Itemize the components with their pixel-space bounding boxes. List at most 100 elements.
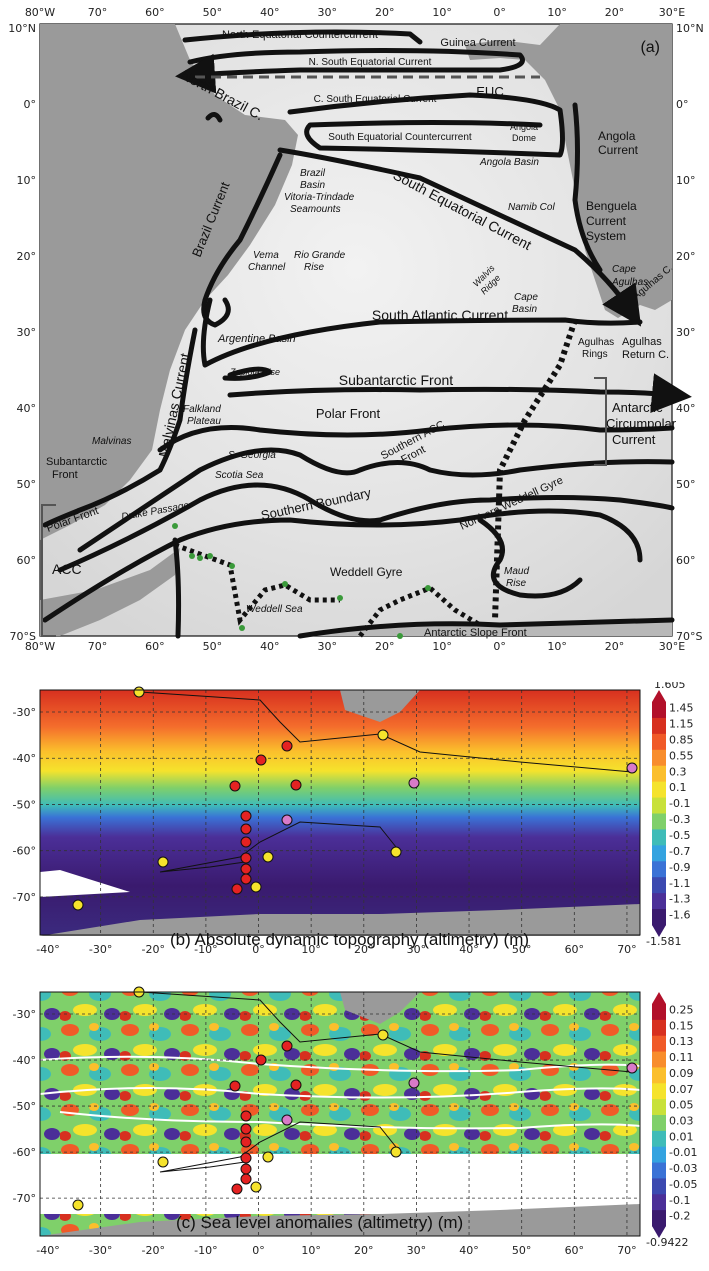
colorbar-swatch: [652, 813, 666, 830]
svg-text:Maud: Maud: [504, 566, 529, 577]
south-america-landmass: [40, 24, 298, 540]
lon-tick-bottom: 60°: [145, 640, 165, 653]
svg-text:Current: Current: [586, 214, 627, 228]
colorbar-swatch: [652, 877, 666, 894]
africa-tip-b: [340, 690, 420, 722]
label-scotia-sea: Scotia Sea: [215, 470, 264, 481]
colorbar-swatch: [652, 717, 666, 735]
label-cape-agulhas: Cape Agulhas: [611, 264, 648, 288]
lat-tick-left: 50°: [17, 478, 37, 491]
caption-c: (c) Sea level anomalies (altimetry) (m): [176, 1213, 463, 1232]
label-rio-grande-rise: Rio Grande Rise: [294, 250, 346, 273]
lat-tick-right: 10°: [676, 174, 696, 187]
lat-tick: -40°: [13, 752, 36, 765]
adt-field: [40, 690, 640, 935]
svg-text:Brazil: Brazil: [300, 168, 326, 179]
lon-tick-top: 70°: [88, 6, 108, 19]
colorbar-bottom-arrow: [652, 925, 666, 937]
lat-ticks-left: 10°N 0° 10° 20° 30° 40° 50° 60° 70°S: [8, 22, 36, 643]
label-benguela-current-system: Benguela Current System: [586, 199, 637, 243]
lon-tick-bottom: 80°W: [25, 640, 55, 653]
colorbar-swatch: [652, 1178, 666, 1195]
svg-text:Channel: Channel: [248, 262, 286, 273]
lon-tick: 20°: [354, 943, 374, 956]
lon-tick: 50°: [512, 943, 532, 956]
lat-tick-right: 10°N: [676, 22, 704, 35]
colorbar-label: -0.05: [669, 1178, 697, 1191]
lat-tick-left: 30°: [17, 326, 37, 339]
lon-tick: -10°: [194, 943, 217, 956]
lon-tick: 30°: [407, 1244, 427, 1257]
colorbar-min: -1.581: [646, 935, 681, 948]
lon-tick: 30°: [407, 943, 427, 956]
lon-tick: 70°: [617, 1244, 637, 1257]
lon-tick-top: 60°: [145, 6, 165, 19]
label-agulhas-return-c: Agulhas Return C.: [622, 336, 669, 361]
lon-tick: 40°: [459, 1244, 479, 1257]
lon-tick: 70°: [617, 943, 637, 956]
svg-text:Agulhas: Agulhas: [611, 277, 648, 288]
lon-tick-bottom: 0°: [493, 640, 506, 653]
ice-white-b: [40, 870, 130, 897]
lat-tick: -30°: [13, 706, 36, 719]
colorbar-label: 0.09: [669, 1067, 694, 1080]
lon-tick: 10°: [301, 1244, 321, 1257]
lon-tick: 10°: [301, 943, 321, 956]
label-angola-dome: Angola Dome: [510, 122, 538, 143]
float-tracks-c: [139, 991, 633, 1173]
colorbar-swatch: [652, 797, 666, 814]
colorbar-swatch: [652, 1083, 666, 1100]
lon-tick-top: 0°: [493, 6, 506, 19]
svg-text:Basin: Basin: [300, 180, 325, 191]
svg-text:Agulhas: Agulhas: [578, 337, 614, 348]
colorbar-top-arrow: [652, 992, 666, 1004]
svg-text:Angola: Angola: [510, 122, 538, 132]
label-angola-basin: Angola Basin: [479, 157, 539, 168]
colorbar-swatch: [652, 909, 666, 926]
svg-text:Falkland: Falkland: [183, 404, 221, 415]
svg-text:Cape: Cape: [612, 264, 636, 275]
colorbar-label: 1.45: [669, 702, 694, 715]
label-guinea-current: Guinea Current: [440, 37, 515, 49]
svg-text:Rings: Rings: [582, 349, 608, 360]
lon-ticks-c: -40° -30° -20° -10° 0° 10° 20° 30° 40° 50° 60° 70°: [36, 1244, 636, 1257]
lon-tick: 60°: [565, 1244, 585, 1257]
lat-tick-left: 0°: [24, 98, 37, 111]
lat-tick-left: 10°: [17, 174, 37, 187]
label-angola-current-1: Angola: [598, 129, 636, 143]
label-zapiola-rise: Zapiola Rise: [229, 367, 280, 377]
label-acc-bracket: ACC: [52, 561, 82, 577]
label-north-equatorial-countercurrent: North Equatorial Countercurrent: [222, 29, 378, 41]
svg-text:Circumpolar: Circumpolar: [606, 416, 677, 431]
svg-text:Subantarctic: Subantarctic: [46, 456, 108, 468]
label-falkland-plateau: Falkland Plateau: [183, 404, 221, 427]
lat-tick: -40°: [13, 1054, 36, 1067]
lon-tick-bottom: 40°: [260, 640, 280, 653]
svg-text:Front: Front: [52, 469, 78, 481]
lat-tick: -50°: [13, 1100, 36, 1113]
colorbar-label: -0.9: [669, 861, 690, 874]
africa-landmass: [465, 24, 672, 318]
label-agulhas-rings: Agulhas Rings: [578, 337, 614, 360]
colorbar-label: 1.15: [669, 717, 694, 730]
lon-tick-top: 20°: [375, 6, 395, 19]
lon-ticks-b: -40° -30° -20° -10° 0° 10° 20° 30° 40° 50° 60° 70°: [36, 943, 636, 956]
colorbar-label: -0.1: [669, 1194, 690, 1207]
lon-tick: -20°: [142, 1244, 165, 1257]
svg-text:Seamounts: Seamounts: [290, 204, 341, 215]
lat-tick-right: 0°: [676, 98, 689, 111]
colorbar-bottom-arrow: [652, 1226, 666, 1238]
lon-ticks-bottom: 80°W 70° 60° 50° 40° 30° 20° 10° 0° 10° 20° 30°E: [25, 640, 685, 653]
label-weddell-sea: Weddell Sea: [246, 604, 303, 615]
label-subantarctic-front: Subantarctic Front: [339, 372, 453, 388]
label-euc: EUC: [476, 84, 503, 99]
lat-tick: -60°: [13, 1146, 36, 1159]
lon-tick-bottom: 20°: [605, 640, 625, 653]
lon-tick-bottom: 10°: [432, 640, 452, 653]
lon-tick-bottom: 30°E: [659, 640, 685, 653]
map-frame-c: [39, 991, 641, 1237]
colorbar-label: 0.85: [669, 733, 694, 746]
panel-b-absolute-dynamic-topography: (b) Absolute dynamic topography (altimet…: [13, 682, 694, 956]
label-n-south-equatorial-current: N. South Equatorial Current: [309, 57, 432, 68]
lat-tick: -60°: [13, 845, 36, 858]
